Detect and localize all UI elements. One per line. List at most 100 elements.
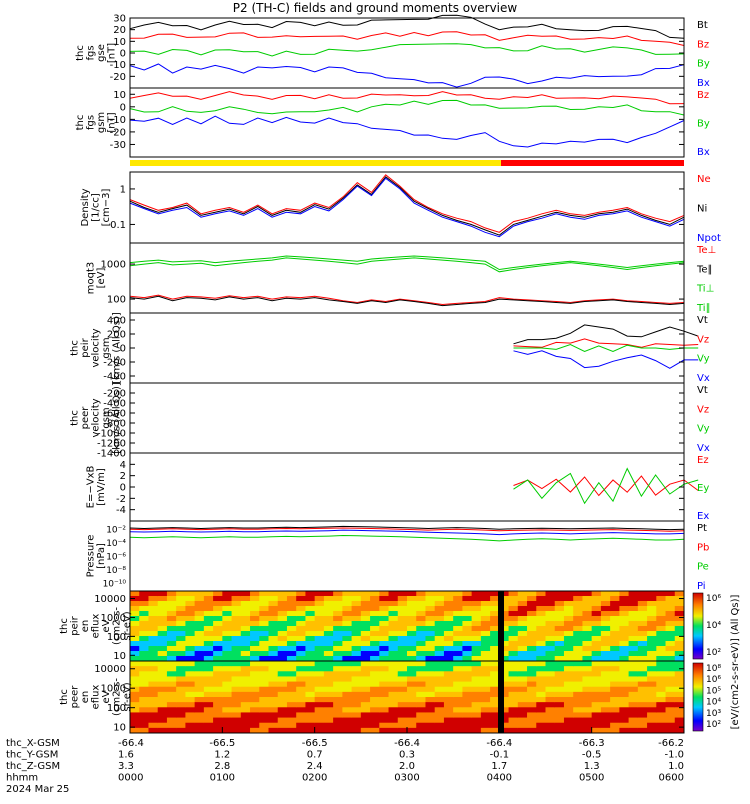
spectrogram-cell: [508, 686, 519, 693]
spectrogram-cell: [360, 676, 371, 683]
spectrogram-cell: [323, 727, 334, 734]
spectrogram-cell: [314, 621, 325, 627]
y-axis-label-line: en: [80, 691, 91, 704]
spectrogram-cell: [333, 686, 343, 693]
spectrogram-cell: [591, 601, 602, 607]
spectrogram-cell: [360, 636, 371, 642]
spectrogram-cell: [647, 606, 657, 612]
spectrogram-cell: [333, 717, 343, 724]
y-axis-label-line: eflux: [91, 614, 102, 639]
spectrogram-cell: [379, 616, 390, 622]
spectrogram-cell: [213, 616, 223, 622]
spectrogram-cell: [268, 606, 279, 612]
spectrogram-cell: [453, 621, 463, 627]
spectrogram-cell: [407, 616, 417, 622]
spectrogram-cell: [296, 591, 306, 597]
spectrogram-cell: [370, 707, 380, 713]
spectrogram-cell: [360, 727, 371, 734]
spectrogram-cell: [582, 631, 593, 637]
spectrogram-cell: [453, 707, 463, 713]
spectrogram-cell: [462, 686, 473, 693]
spectrogram-cell: [573, 671, 583, 677]
y-tick-label: 2: [120, 471, 126, 482]
spectrogram-cell: [130, 717, 140, 724]
spectrogram-cell: [554, 727, 565, 734]
spectrogram-cell: [323, 691, 334, 698]
spectrogram-cell: [397, 611, 408, 617]
spectrogram-cell: [213, 691, 223, 698]
spectrogram-cell: [342, 601, 353, 607]
spectrogram-cell: [166, 671, 177, 677]
spectrogram-cell: [130, 681, 140, 688]
spectrogram-cell: [563, 681, 574, 688]
y-axis-label-line: [eV]: [96, 268, 107, 289]
spectrogram-cell: [600, 717, 611, 724]
spectrogram-cell: [554, 651, 565, 657]
spectrogram-cell: [148, 646, 159, 652]
spectrogram-cell: [462, 596, 473, 602]
spectrogram-cell: [240, 671, 251, 677]
legend-entry: Te∥: [696, 264, 713, 275]
spectrogram-cell: [425, 697, 436, 703]
spectrogram-cell: [157, 636, 168, 642]
spectrogram-cell: [323, 591, 334, 597]
spectrogram-cell: [656, 631, 667, 637]
spectrogram-cell: [259, 702, 269, 708]
spectrogram-cell: [480, 686, 491, 693]
spectrogram-cell: [416, 712, 426, 719]
y-axis-label-line: thc: [75, 45, 86, 61]
spectrogram-cell: [665, 646, 676, 652]
spectrogram-cell: [600, 707, 611, 713]
spectrogram-cell: [582, 601, 593, 607]
spectrogram-cell: [388, 596, 399, 602]
x-axis-value: -66.4: [118, 738, 144, 749]
spectrogram-cell: [370, 686, 380, 693]
spectrogram-cell: [231, 697, 242, 703]
spectrogram-cell: [259, 671, 269, 677]
spectrogram-cell: [471, 636, 482, 642]
spectrogram-cell: [591, 707, 602, 713]
spectrogram-cell: [480, 666, 491, 672]
spectrogram-cell: [508, 712, 519, 719]
spectrogram-cell: [305, 641, 316, 647]
spectrogram-cell: [379, 717, 390, 724]
spectrogram-cell: [490, 676, 500, 683]
spectrogram-cell: [656, 596, 667, 602]
spectrogram-cell: [462, 616, 473, 622]
spectrogram-cell: [443, 616, 454, 622]
y-tick-label: -30: [110, 140, 126, 151]
spectrogram-cell: [619, 611, 630, 617]
spectrogram-cell: [545, 666, 556, 672]
legend-entry: Ni: [697, 204, 707, 215]
spectrogram-cell: [194, 691, 205, 698]
spectrogram-cell: [250, 691, 260, 698]
series-line-Ti∥: [129, 255, 685, 271]
spectrogram-cell: [573, 651, 583, 657]
y-axis-label: moqt3 [eV]: [85, 262, 107, 295]
spectrogram-cell: [176, 671, 186, 677]
spectrogram-cell: [250, 686, 260, 693]
spectrogram-cell: [194, 727, 205, 734]
colorbar: [692, 662, 704, 732]
spectrogram-cell: [443, 712, 454, 719]
spectrogram-cell: [582, 596, 593, 602]
x-axis-value: 0500: [579, 773, 604, 784]
spectrogram-cell: [296, 686, 306, 693]
x-axis-value: 3.3: [118, 761, 134, 772]
spectrogram-cell: [471, 641, 482, 647]
legend-entry: Ti⊥: [696, 284, 714, 295]
spectrogram-cell: [268, 621, 279, 627]
spectrogram-cell: [656, 676, 667, 683]
spectrogram-cell: [591, 636, 602, 642]
y-axis-label-line: eV: [101, 690, 112, 703]
spectrogram-cell: [527, 646, 537, 652]
spectrogram-cell: [139, 601, 149, 607]
spectrogram-cell: [628, 676, 639, 683]
spectrogram-cell: [573, 626, 583, 632]
spectrogram-cell: [176, 616, 186, 622]
spectrogram-cell: [480, 636, 491, 642]
spectrogram-cell: [545, 606, 556, 612]
spectrogram-cell: [286, 697, 297, 703]
